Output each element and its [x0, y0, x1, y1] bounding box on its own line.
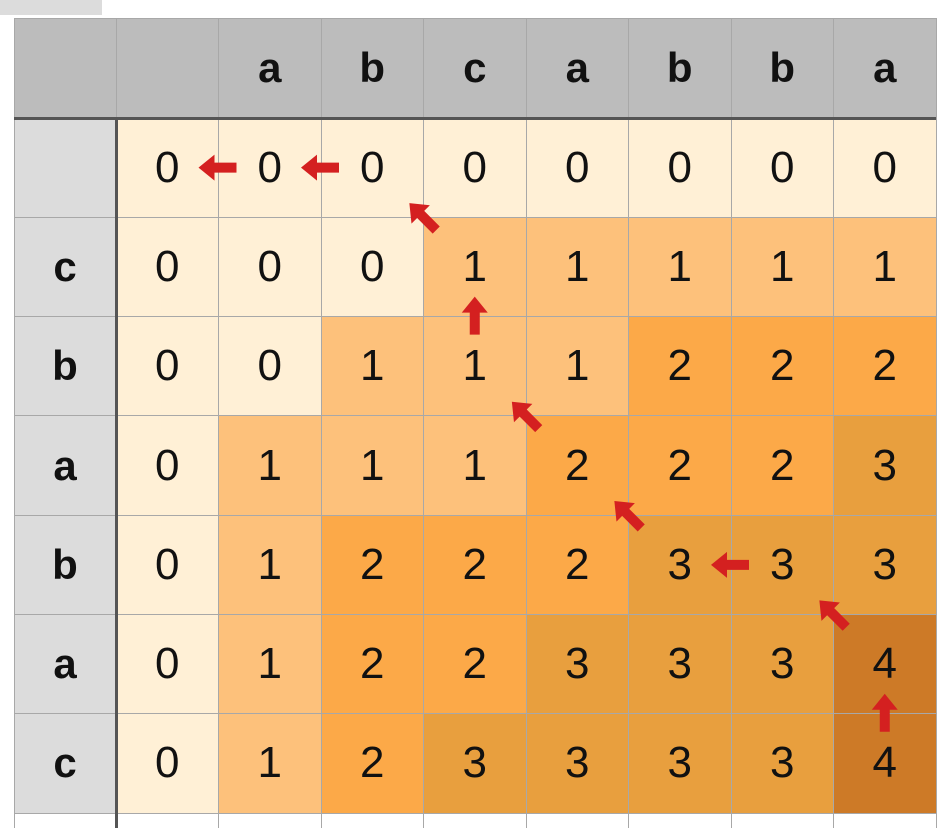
table-cell: 1 [628, 217, 731, 317]
table-cell: 1 [321, 415, 424, 516]
header-separator [14, 116, 936, 120]
table-cell: 3 [731, 515, 834, 615]
table-cell: 3 [628, 614, 731, 714]
table-cell: 3 [526, 614, 629, 714]
table-cell: 3 [628, 713, 731, 814]
table-cell: 3 [526, 713, 629, 814]
table-cell: 0 [833, 118, 936, 218]
grid-line [525, 18, 527, 828]
grid-line [14, 514, 936, 516]
grid-line [423, 18, 424, 828]
grid-line [628, 18, 629, 828]
table-cell: 2 [526, 415, 629, 516]
table-cell: 2 [423, 614, 526, 714]
table-cell: 1 [218, 614, 321, 714]
table-cell: 2 [833, 316, 936, 416]
grid-line [14, 614, 936, 615]
table-cell: 0 [116, 217, 219, 317]
table-cell: 2 [731, 316, 834, 416]
row-header-cell: c [14, 217, 116, 317]
table-cell: 0 [218, 316, 321, 416]
row-header-cell: b [14, 515, 116, 615]
table-cell: 0 [116, 713, 219, 814]
grid-line [14, 812, 936, 814]
column-header-cell: b [731, 18, 834, 118]
header-separator [114, 118, 118, 828]
row-header-cell: b [14, 316, 116, 416]
table-cell: 1 [731, 217, 834, 317]
column-header-cell: b [628, 18, 731, 118]
column-header-cell: a [526, 18, 629, 118]
table-cell: 2 [321, 713, 424, 814]
table-cell: 2 [526, 515, 629, 615]
grid-line [833, 18, 834, 828]
column-header-cell: c [423, 18, 526, 118]
table-cell: 0 [731, 118, 834, 218]
grid-line [14, 18, 15, 828]
table-cell: 1 [526, 217, 629, 317]
table-cell: 0 [218, 118, 321, 218]
table-cell: 0 [321, 217, 424, 317]
table-cell: 0 [423, 118, 526, 218]
grid-line [935, 18, 937, 828]
column-header-cell [116, 18, 219, 118]
grid-line [320, 18, 322, 828]
corner-header-cell [14, 18, 116, 118]
table-cell: 3 [833, 515, 936, 615]
table-cell: 2 [628, 316, 731, 416]
table-cell: 1 [218, 713, 321, 814]
table-cell: 0 [321, 118, 424, 218]
row-header-strip [0, 0, 102, 15]
column-header-cell: b [321, 18, 424, 118]
table-cell: 3 [833, 415, 936, 516]
table-cell: 2 [628, 415, 731, 516]
grid-line [14, 415, 936, 417]
grid-line [730, 18, 732, 828]
table-cell: 0 [116, 415, 219, 516]
grid-line [14, 216, 936, 218]
table-cell: 1 [218, 515, 321, 615]
table-cell: 3 [731, 614, 834, 714]
table-cell: 0 [116, 614, 219, 714]
row-header-cell: c [14, 713, 116, 814]
table-cell: 1 [526, 316, 629, 416]
table-cell: 2 [321, 614, 424, 714]
table-cell: 1 [423, 415, 526, 516]
column-header-cell: a [218, 18, 321, 118]
table-cell: 0 [628, 118, 731, 218]
column-header-cell: a [833, 18, 936, 118]
table-cell: 0 [116, 118, 219, 218]
table-cell: 3 [423, 713, 526, 814]
table-cell: 1 [423, 316, 526, 416]
grid-line [14, 316, 936, 318]
grid-line [218, 18, 219, 828]
table-cell: 0 [116, 316, 219, 416]
table-cell: 1 [423, 217, 526, 317]
table-cell: 2 [731, 415, 834, 516]
table-cell: 0 [116, 515, 219, 615]
row-header-cell: a [14, 614, 116, 714]
table-cell: 0 [218, 217, 321, 317]
table-cell: 2 [321, 515, 424, 615]
table-cell: 1 [321, 316, 424, 416]
row-header-cell: a [14, 415, 116, 516]
table-cell: 1 [218, 415, 321, 516]
table-cell: 3 [731, 713, 834, 814]
table-cell: 1 [833, 217, 936, 317]
table-cell: 4 [833, 713, 936, 814]
grid-line [14, 713, 936, 715]
grid-line [14, 18, 936, 19]
table-cell: 3 [628, 515, 731, 615]
table-cell: 0 [526, 118, 629, 218]
table-cell: 2 [423, 515, 526, 615]
row-header-cell [14, 118, 116, 218]
table-cell: 4 [833, 614, 936, 714]
